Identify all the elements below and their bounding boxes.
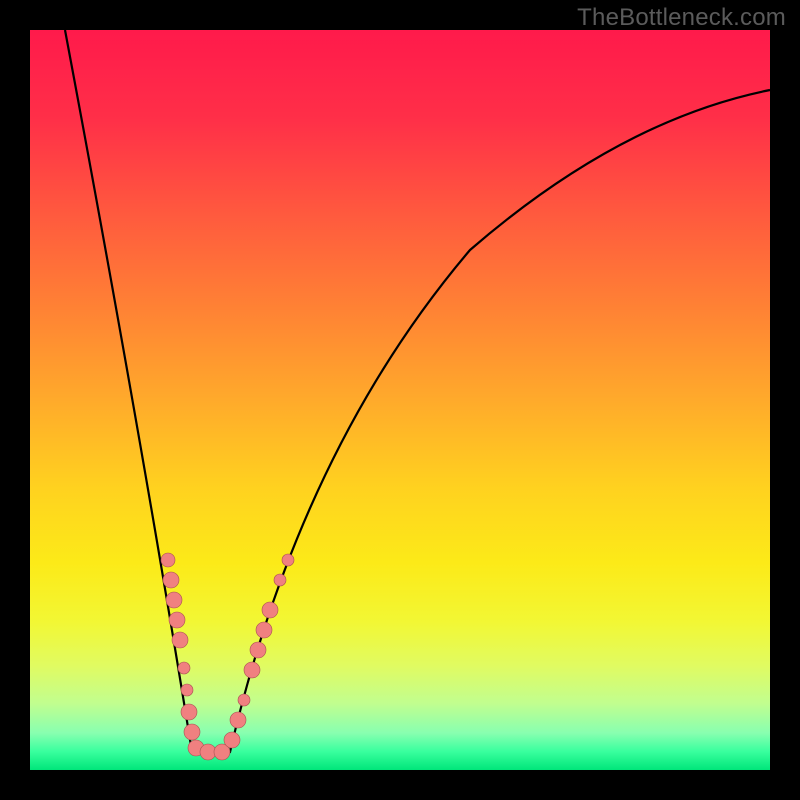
data-marker: [274, 574, 286, 586]
curve-svg: [0, 0, 800, 800]
watermark-text: TheBottleneck.com: [577, 4, 786, 32]
data-marker: [169, 612, 185, 628]
marker-layer: [161, 553, 294, 760]
data-marker: [178, 662, 190, 674]
bottleneck-curve: [65, 30, 770, 752]
data-marker: [184, 724, 200, 740]
data-marker: [250, 642, 266, 658]
data-marker: [224, 732, 240, 748]
data-marker: [163, 572, 179, 588]
data-marker: [282, 554, 294, 566]
data-marker: [181, 704, 197, 720]
data-marker: [262, 602, 278, 618]
data-marker: [161, 553, 175, 567]
data-marker: [230, 712, 246, 728]
data-marker: [244, 662, 260, 678]
data-marker: [238, 694, 250, 706]
data-marker: [200, 744, 216, 760]
data-marker: [166, 592, 182, 608]
data-marker: [181, 684, 193, 696]
chart-stage: TheBottleneck.com: [0, 0, 800, 800]
data-marker: [172, 632, 188, 648]
data-marker: [256, 622, 272, 638]
